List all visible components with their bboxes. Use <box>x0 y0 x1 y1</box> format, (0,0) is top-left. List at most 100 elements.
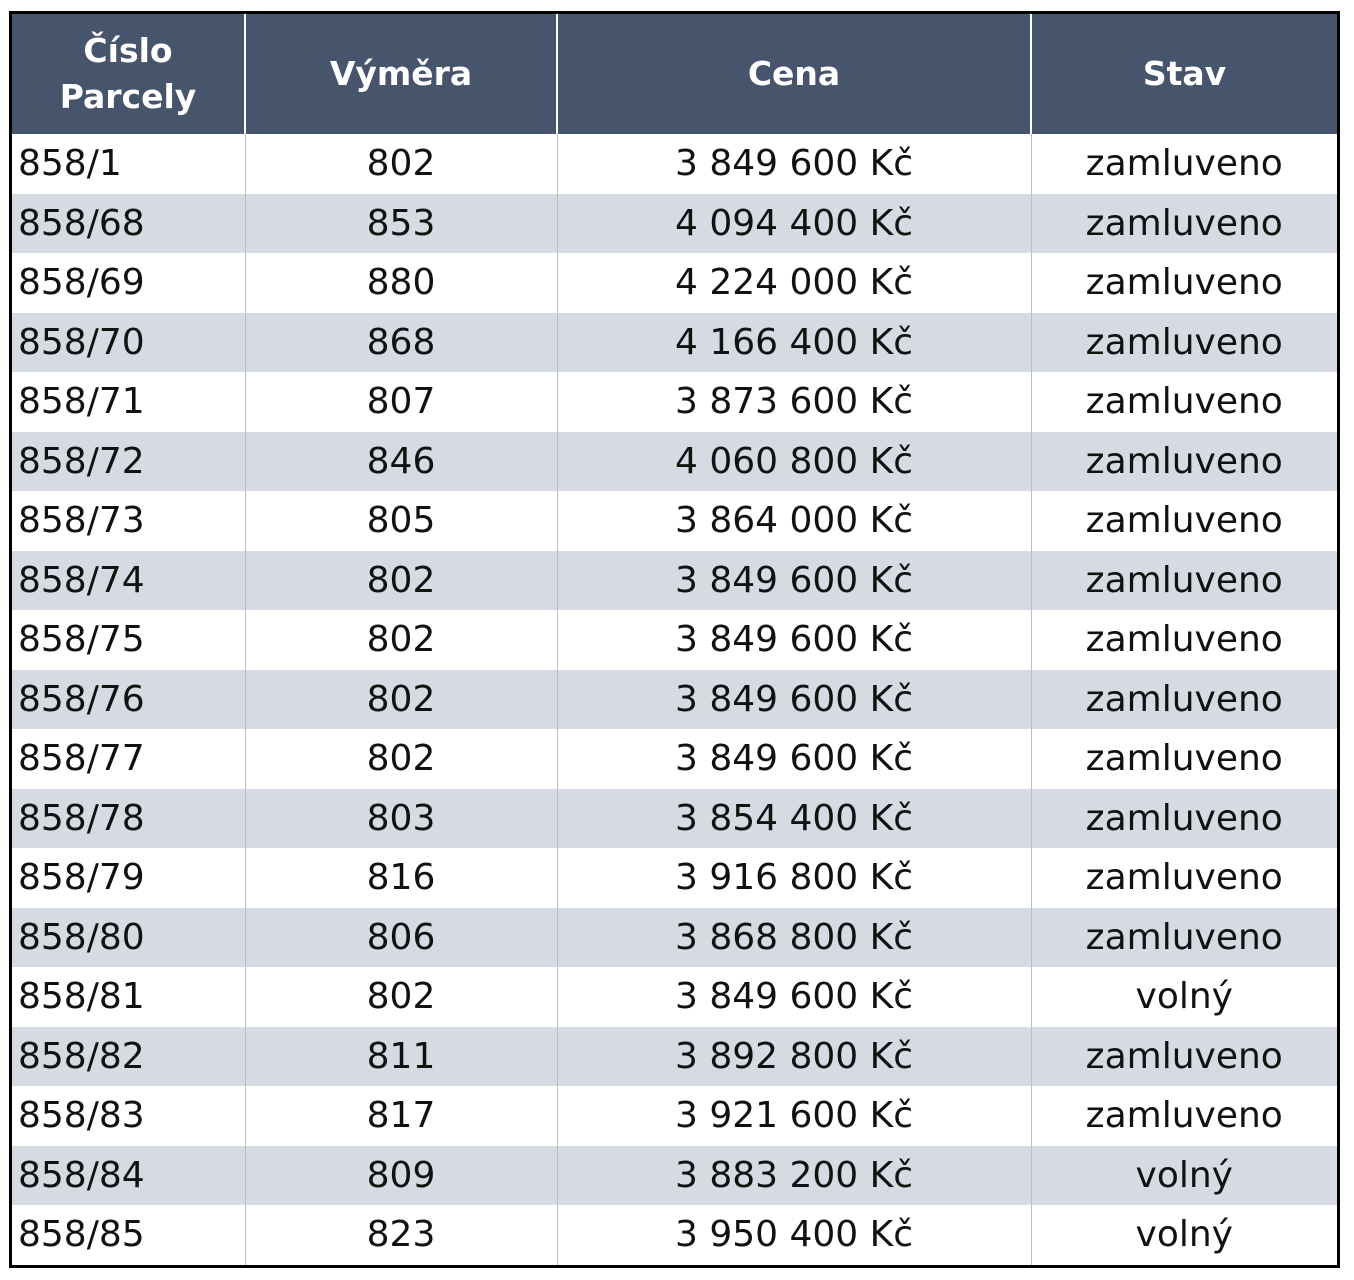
cell-area: 846 <box>245 431 558 491</box>
cell-status: zamluveno <box>1031 729 1337 789</box>
cell-area: 802 <box>245 610 558 670</box>
table-body: 858/1 802 3 849 600 Kč zamluveno 858/68 853 4 … <box>12 134 1337 1265</box>
cell-status: zamluveno <box>1031 193 1337 253</box>
cell-parcel-number: 858/76 <box>12 669 246 729</box>
cell-area: 802 <box>245 134 558 194</box>
cell-price: 3 849 600 Kč <box>557 967 1032 1027</box>
cell-parcel-number: 858/72 <box>12 431 246 491</box>
cell-price: 3 950 400 Kč <box>557 1205 1032 1265</box>
cell-area: 811 <box>245 1026 558 1086</box>
table-header: Číslo Parcely Výměra Cena Stav <box>12 14 1337 134</box>
cell-status: zamluveno <box>1031 134 1337 194</box>
cell-status: zamluveno <box>1031 1086 1337 1146</box>
table-row: 858/80 806 3 868 800 Kč zamluveno <box>12 907 1337 967</box>
cell-status: zamluveno <box>1031 372 1337 432</box>
cell-status: zamluveno <box>1031 253 1337 313</box>
header-parcel-number: Číslo Parcely <box>12 14 246 134</box>
cell-area: 802 <box>245 967 558 1027</box>
parcel-table-frame: Číslo Parcely Výměra Cena Stav 858/1 802 3… <box>9 11 1340 1268</box>
cell-status: zamluveno <box>1031 312 1337 372</box>
cell-parcel-number: 858/75 <box>12 610 246 670</box>
table-row: 858/75 802 3 849 600 Kč zamluveno <box>12 610 1337 670</box>
cell-parcel-number: 858/77 <box>12 729 246 789</box>
cell-status: volný <box>1031 967 1337 1027</box>
cell-area: 805 <box>245 491 558 551</box>
cell-status: zamluveno <box>1031 669 1337 729</box>
header-row: Číslo Parcely Výměra Cena Stav <box>12 14 1337 134</box>
cell-area: 817 <box>245 1086 558 1146</box>
table-row: 858/73 805 3 864 000 Kč zamluveno <box>12 491 1337 551</box>
cell-price: 4 060 800 Kč <box>557 431 1032 491</box>
cell-price: 3 868 800 Kč <box>557 907 1032 967</box>
table-row: 858/74 802 3 849 600 Kč zamluveno <box>12 550 1337 610</box>
cell-parcel-number: 858/68 <box>12 193 246 253</box>
cell-status: zamluveno <box>1031 431 1337 491</box>
cell-area: 816 <box>245 848 558 908</box>
cell-area: 806 <box>245 907 558 967</box>
table-row: 858/76 802 3 849 600 Kč zamluveno <box>12 669 1337 729</box>
cell-area: 809 <box>245 1145 558 1205</box>
cell-area: 802 <box>245 550 558 610</box>
cell-parcel-number: 858/70 <box>12 312 246 372</box>
table-row: 858/83 817 3 921 600 Kč zamluveno <box>12 1086 1337 1146</box>
header-area: Výměra <box>245 14 558 134</box>
table-row: 858/68 853 4 094 400 Kč zamluveno <box>12 193 1337 253</box>
cell-price: 3 849 600 Kč <box>557 729 1032 789</box>
cell-status: zamluveno <box>1031 610 1337 670</box>
cell-price: 4 094 400 Kč <box>557 193 1032 253</box>
table-row: 858/1 802 3 849 600 Kč zamluveno <box>12 134 1337 194</box>
cell-status: zamluveno <box>1031 788 1337 848</box>
cell-parcel-number: 858/74 <box>12 550 246 610</box>
header-status: Stav <box>1031 14 1337 134</box>
cell-area: 853 <box>245 193 558 253</box>
table-row: 858/70 868 4 166 400 Kč zamluveno <box>12 312 1337 372</box>
parcel-table: Číslo Parcely Výměra Cena Stav 858/1 802 3… <box>12 14 1337 1265</box>
table-row: 858/71 807 3 873 600 Kč zamluveno <box>12 372 1337 432</box>
cell-status: zamluveno <box>1031 550 1337 610</box>
cell-area: 807 <box>245 372 558 432</box>
cell-status: volný <box>1031 1205 1337 1265</box>
cell-price: 3 849 600 Kč <box>557 550 1032 610</box>
cell-area: 802 <box>245 669 558 729</box>
cell-parcel-number: 858/78 <box>12 788 246 848</box>
cell-parcel-number: 858/81 <box>12 967 246 1027</box>
cell-parcel-number: 858/69 <box>12 253 246 313</box>
cell-area: 823 <box>245 1205 558 1265</box>
cell-status: zamluveno <box>1031 907 1337 967</box>
header-parcel-number-line2: Parcely <box>59 77 197 116</box>
cell-status: zamluveno <box>1031 848 1337 908</box>
cell-area: 868 <box>245 312 558 372</box>
cell-price: 3 849 600 Kč <box>557 134 1032 194</box>
table-row: 858/69 880 4 224 000 Kč zamluveno <box>12 253 1337 313</box>
cell-area: 802 <box>245 729 558 789</box>
cell-parcel-number: 858/80 <box>12 907 246 967</box>
table-row: 858/85 823 3 950 400 Kč volný <box>12 1205 1337 1265</box>
cell-price: 3 916 800 Kč <box>557 848 1032 908</box>
cell-price: 3 864 000 Kč <box>557 491 1032 551</box>
cell-price: 3 873 600 Kč <box>557 372 1032 432</box>
cell-parcel-number: 858/79 <box>12 848 246 908</box>
cell-price: 3 883 200 Kč <box>557 1145 1032 1205</box>
table-row: 858/77 802 3 849 600 Kč zamluveno <box>12 729 1337 789</box>
cell-parcel-number: 858/73 <box>12 491 246 551</box>
cell-price: 4 224 000 Kč <box>557 253 1032 313</box>
table-row: 858/82 811 3 892 800 Kč zamluveno <box>12 1026 1337 1086</box>
cell-parcel-number: 858/82 <box>12 1026 246 1086</box>
table-row: 858/84 809 3 883 200 Kč volný <box>12 1145 1337 1205</box>
header-parcel-number-line1: Číslo <box>83 31 173 70</box>
header-price: Cena <box>557 14 1032 134</box>
table-row: 858/79 816 3 916 800 Kč zamluveno <box>12 848 1337 908</box>
cell-price: 3 854 400 Kč <box>557 788 1032 848</box>
cell-area: 803 <box>245 788 558 848</box>
cell-status: zamluveno <box>1031 491 1337 551</box>
cell-status: volný <box>1031 1145 1337 1205</box>
cell-price: 3 921 600 Kč <box>557 1086 1032 1146</box>
cell-price: 4 166 400 Kč <box>557 312 1032 372</box>
cell-price: 3 849 600 Kč <box>557 669 1032 729</box>
cell-parcel-number: 858/1 <box>12 134 246 194</box>
cell-parcel-number: 858/84 <box>12 1145 246 1205</box>
cell-price: 3 849 600 Kč <box>557 610 1032 670</box>
table-row: 858/78 803 3 854 400 Kč zamluveno <box>12 788 1337 848</box>
cell-parcel-number: 858/71 <box>12 372 246 432</box>
cell-price: 3 892 800 Kč <box>557 1026 1032 1086</box>
